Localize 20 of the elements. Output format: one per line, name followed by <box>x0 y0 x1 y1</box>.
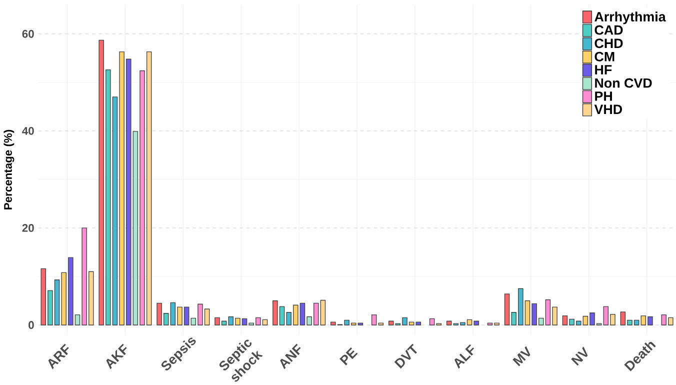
x-tick-label: NV <box>571 346 588 366</box>
legend-label: CM <box>594 52 614 62</box>
y-tick-label: 20 <box>22 224 34 232</box>
legend-label: Non CVD <box>595 78 652 88</box>
y-axis-title: Percentage (%) <box>4 130 14 210</box>
legend-label: PH <box>595 92 612 101</box>
legend-label: HF <box>595 65 612 75</box>
x-tick-label: MV <box>512 346 530 366</box>
y-tick-label: 60 <box>22 30 34 38</box>
y-tick-label: 40 <box>22 127 34 136</box>
x-tick-label: PE <box>340 348 358 366</box>
legend-label: Arrhythmia <box>594 12 666 24</box>
bar <box>388 320 394 326</box>
bar <box>416 322 422 326</box>
y-tick-label: 0 <box>28 321 34 330</box>
legend-label: CHD <box>594 38 623 48</box>
bar <box>371 314 377 326</box>
bar <box>446 320 452 326</box>
legend-label: VHD <box>594 104 622 114</box>
legend-label: CAD <box>594 25 623 35</box>
